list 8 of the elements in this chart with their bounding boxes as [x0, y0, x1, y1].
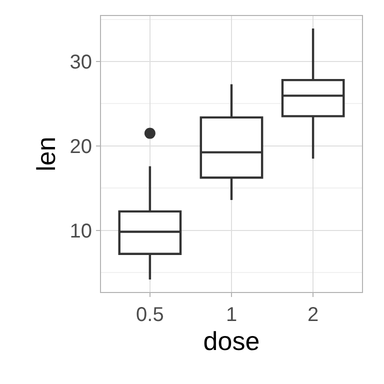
x-tick-label: 1 — [226, 304, 238, 326]
y-tick-label: 20 — [70, 136, 92, 158]
y-axis-title: len — [31, 136, 62, 172]
y-tick-label: 30 — [70, 51, 92, 74]
x-tick-label: 2 — [307, 304, 319, 326]
x-axis-title: dose — [203, 326, 260, 356]
y-tick-label: 10 — [70, 220, 92, 242]
x-tick-label: 0.5 — [136, 304, 164, 326]
